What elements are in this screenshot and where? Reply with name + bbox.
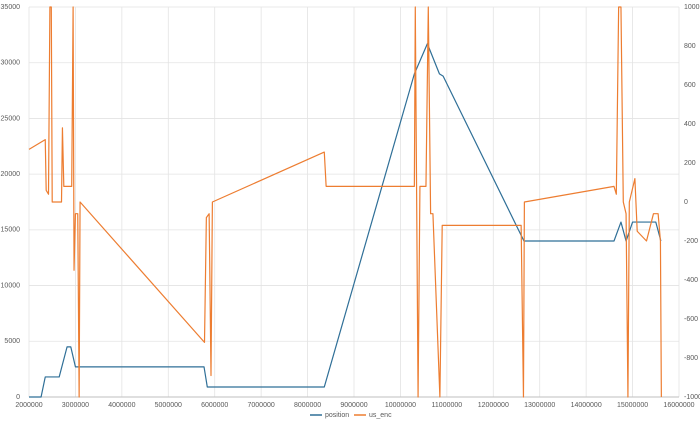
y2-tick-label: 600 [684,82,696,89]
y2-tick-label: 1000 [684,4,700,11]
x-tick-label: 15000000 [617,402,648,409]
series-line [29,43,662,398]
y2-tick-label: 800 [684,43,696,50]
x-tick-label: 10000000 [385,402,416,409]
x-tick-label: 16000000 [663,402,694,409]
y2-tick-label: -200 [684,238,698,245]
x-tick-label: 6000000 [201,402,228,409]
y2-tick-label: -800 [684,355,698,362]
y2-tick-label: 200 [684,160,696,167]
x-tick-label: 4000000 [108,402,135,409]
y-tick-label: 30000 [1,60,21,67]
y2-tick-label: -400 [684,277,698,284]
x-tick-label: 14000000 [571,402,602,409]
y-tick-label: 10000 [1,282,21,289]
y2-tick-label: 400 [684,121,696,128]
y2-tick-label: -600 [684,316,698,323]
x-tick-label: 13000000 [524,402,555,409]
x-tick-label: 5000000 [155,402,182,409]
x-tick-label: 12000000 [478,402,509,409]
x-tick-label: 7000000 [248,402,275,409]
y-tick-label: 15000 [1,227,21,234]
series-line [28,6,662,398]
y2-tick-label: -1000 [684,394,700,401]
legend-label: us_enc [369,412,392,419]
x-tick-label: 2000000 [15,402,42,409]
x-tick-label: 3000000 [62,402,89,409]
y-tick-label: 20000 [1,171,21,178]
y2-tick-label: 0 [684,199,688,206]
y-tick-label: 25000 [1,115,21,122]
legend-label: position [325,412,349,419]
y-tick-label: 35000 [1,4,21,11]
x-tick-label: 11000000 [432,402,463,409]
x-tick-label: 8000000 [294,402,321,409]
y-tick-label: 5000 [4,338,20,345]
y-tick-label: 0 [16,394,20,401]
x-tick-label: 9000000 [340,402,367,409]
